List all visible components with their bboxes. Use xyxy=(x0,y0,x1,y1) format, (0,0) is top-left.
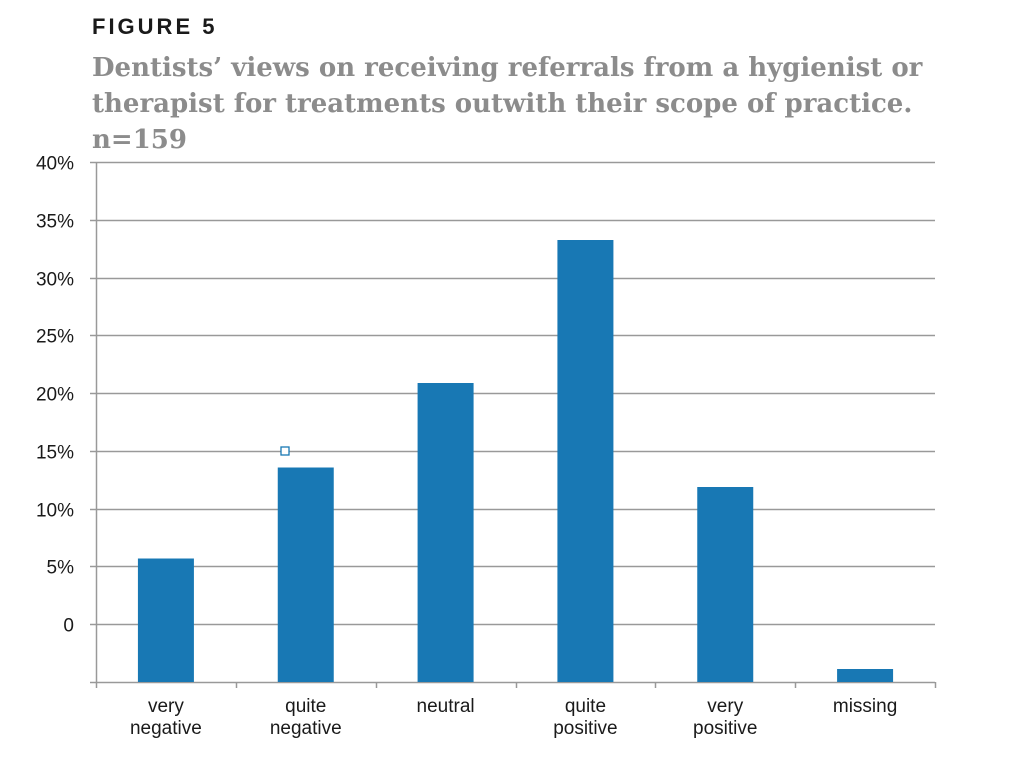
axes xyxy=(95,162,937,688)
x-category-label: very negative xyxy=(130,696,202,739)
y-tick-label: 0 xyxy=(63,616,74,637)
bar xyxy=(837,669,894,682)
y-tick-label: 5% xyxy=(47,558,75,579)
y-tick-labels: 40% 35% 30% 25% 20% 15% 10% 5% 0 xyxy=(36,154,74,637)
chart-title: Dentists’ views on receiving referrals f… xyxy=(92,53,923,155)
x-category-label: missing xyxy=(833,696,897,717)
x-category-labels: very negative quite negative neutral quite pos… xyxy=(130,696,897,739)
y-tick-label: 10% xyxy=(36,501,74,522)
selection-handle-marker xyxy=(280,446,290,456)
gridlines xyxy=(90,161,935,684)
x-category-label: neutral xyxy=(417,696,475,717)
bars xyxy=(137,240,894,682)
y-tick-label: 25% xyxy=(36,327,74,348)
y-tick-label: 20% xyxy=(36,385,74,406)
bar xyxy=(697,487,754,682)
y-tick-label: 30% xyxy=(36,270,74,291)
bar xyxy=(277,467,334,682)
x-category-label: very positive xyxy=(693,696,757,739)
figure-label: FIGURE 5 xyxy=(92,14,218,39)
bar xyxy=(417,383,474,682)
x-category-label: quite negative xyxy=(270,696,342,739)
y-tick-label: 35% xyxy=(36,212,74,233)
bar xyxy=(137,558,194,682)
y-tick-label: 40% xyxy=(36,154,74,175)
bar xyxy=(557,240,614,682)
y-tick-label: 15% xyxy=(36,443,74,464)
x-category-label: quite positive xyxy=(553,696,617,739)
